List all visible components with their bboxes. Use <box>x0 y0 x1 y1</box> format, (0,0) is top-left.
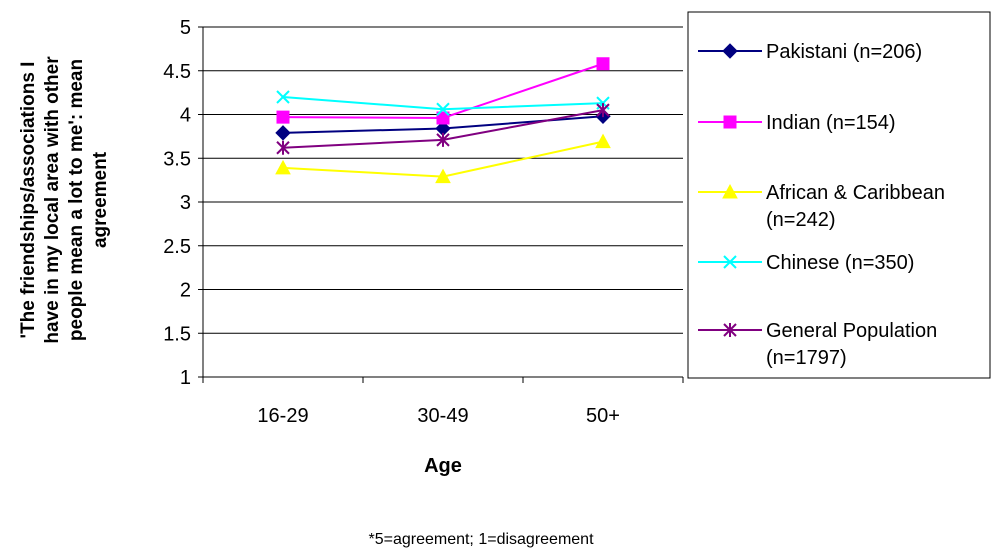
legend-label: General Population <box>766 320 937 342</box>
series-lines <box>275 57 611 184</box>
data-point <box>436 102 450 116</box>
data-point <box>435 168 451 184</box>
legend-item: Pakistani (n=206) <box>698 41 922 63</box>
y-axis-label-line: people mean a lot to me': mean <box>66 59 87 341</box>
legend-box <box>687 11 991 379</box>
legend-marker <box>723 115 737 129</box>
data-point <box>436 111 450 125</box>
legend-marker <box>722 43 738 59</box>
y-tick-label: 4 <box>180 105 191 127</box>
axes <box>198 26 684 383</box>
x-axis-label: Age <box>424 455 462 477</box>
legend-label: Chinese (n=350) <box>766 252 914 274</box>
x-tick-label: 16-29 <box>257 405 308 427</box>
y-axis-label-line: agreement <box>90 151 111 248</box>
legend-label: African & Caribbean <box>766 182 945 204</box>
legend-label: Indian (n=154) <box>766 112 896 134</box>
y-tick-label: 1 <box>180 367 191 389</box>
y-tick-label: 3 <box>180 192 191 214</box>
data-point <box>595 133 611 149</box>
legend-marker <box>722 183 738 199</box>
legend-item: African & Caribbean (n=242) <box>698 182 945 231</box>
legend-item: Indian (n=154) <box>698 112 896 134</box>
y-tick-label: 2.5 <box>163 236 191 258</box>
legend-label: (n=1797) <box>766 347 847 369</box>
x-tick-labels: 16-29 30-49 50+ <box>257 405 620 427</box>
legend-item: General Population (n=1797) <box>698 320 937 369</box>
y-axis-label-line: have in my local area with other <box>42 56 63 344</box>
data-point <box>596 103 610 118</box>
y-tick-labels: 1 1.5 2 2.5 3 3.5 4 4.5 5 <box>163 17 191 389</box>
legend-item: Chinese (n=350) <box>698 252 914 274</box>
y-tick-label: 2 <box>180 280 191 302</box>
data-point <box>275 159 291 175</box>
data-point <box>275 125 291 141</box>
footnote: *5=agreement; 1=disagreement <box>368 531 594 548</box>
data-point <box>276 110 290 124</box>
legend-label: Pakistani (n=206) <box>766 41 922 63</box>
data-point <box>436 132 450 147</box>
legend-marker <box>723 323 737 337</box>
legend: Pakistani (n=206) Indian (n=154) African &… <box>687 11 991 379</box>
series-line <box>282 96 604 111</box>
y-tick-label: 1.5 <box>163 323 191 345</box>
x-tick-label: 30-49 <box>417 405 468 427</box>
data-point <box>596 57 610 71</box>
x-tick-label: 50+ <box>586 405 620 427</box>
series-4 <box>276 103 610 155</box>
data-point <box>276 90 290 104</box>
series-1 <box>276 57 610 125</box>
y-tick-label: 4.5 <box>163 61 191 83</box>
legend-label: (n=242) <box>766 209 836 231</box>
data-point <box>276 140 290 155</box>
legend-marker <box>723 255 737 269</box>
series-2 <box>275 133 611 184</box>
y-tick-label: 5 <box>180 17 191 39</box>
y-axis-label-line: 'The friendships/associations I <box>18 62 39 339</box>
y-tick-label: 3.5 <box>163 148 191 170</box>
